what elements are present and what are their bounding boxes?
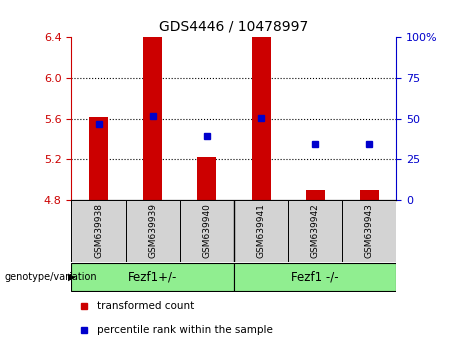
Text: genotype/variation: genotype/variation bbox=[5, 272, 97, 282]
FancyBboxPatch shape bbox=[71, 263, 234, 291]
Bar bbox=[197, 157, 216, 200]
Bar bbox=[143, 10, 162, 200]
Text: Fezf1 -/-: Fezf1 -/- bbox=[291, 270, 339, 284]
FancyBboxPatch shape bbox=[234, 263, 396, 291]
Text: GSM639940: GSM639940 bbox=[202, 204, 212, 258]
Bar bbox=[89, 116, 108, 200]
Text: percentile rank within the sample: percentile rank within the sample bbox=[97, 325, 273, 335]
FancyBboxPatch shape bbox=[234, 200, 288, 262]
Text: GSM639942: GSM639942 bbox=[311, 204, 320, 258]
Text: GSM639943: GSM639943 bbox=[365, 204, 374, 258]
Text: GSM639941: GSM639941 bbox=[256, 204, 266, 258]
Text: transformed count: transformed count bbox=[97, 301, 195, 311]
FancyBboxPatch shape bbox=[180, 200, 234, 262]
Title: GDS4446 / 10478997: GDS4446 / 10478997 bbox=[160, 19, 308, 33]
FancyBboxPatch shape bbox=[288, 200, 342, 262]
Bar bbox=[306, 190, 325, 200]
FancyBboxPatch shape bbox=[342, 200, 396, 262]
Text: GSM639938: GSM639938 bbox=[94, 204, 103, 258]
FancyBboxPatch shape bbox=[125, 200, 180, 262]
FancyBboxPatch shape bbox=[71, 200, 125, 262]
Bar bbox=[360, 190, 379, 200]
Text: GSM639939: GSM639939 bbox=[148, 204, 157, 258]
Bar bbox=[252, 12, 271, 200]
Text: Fezf1+/-: Fezf1+/- bbox=[128, 270, 177, 284]
Text: ▶: ▶ bbox=[68, 272, 76, 282]
